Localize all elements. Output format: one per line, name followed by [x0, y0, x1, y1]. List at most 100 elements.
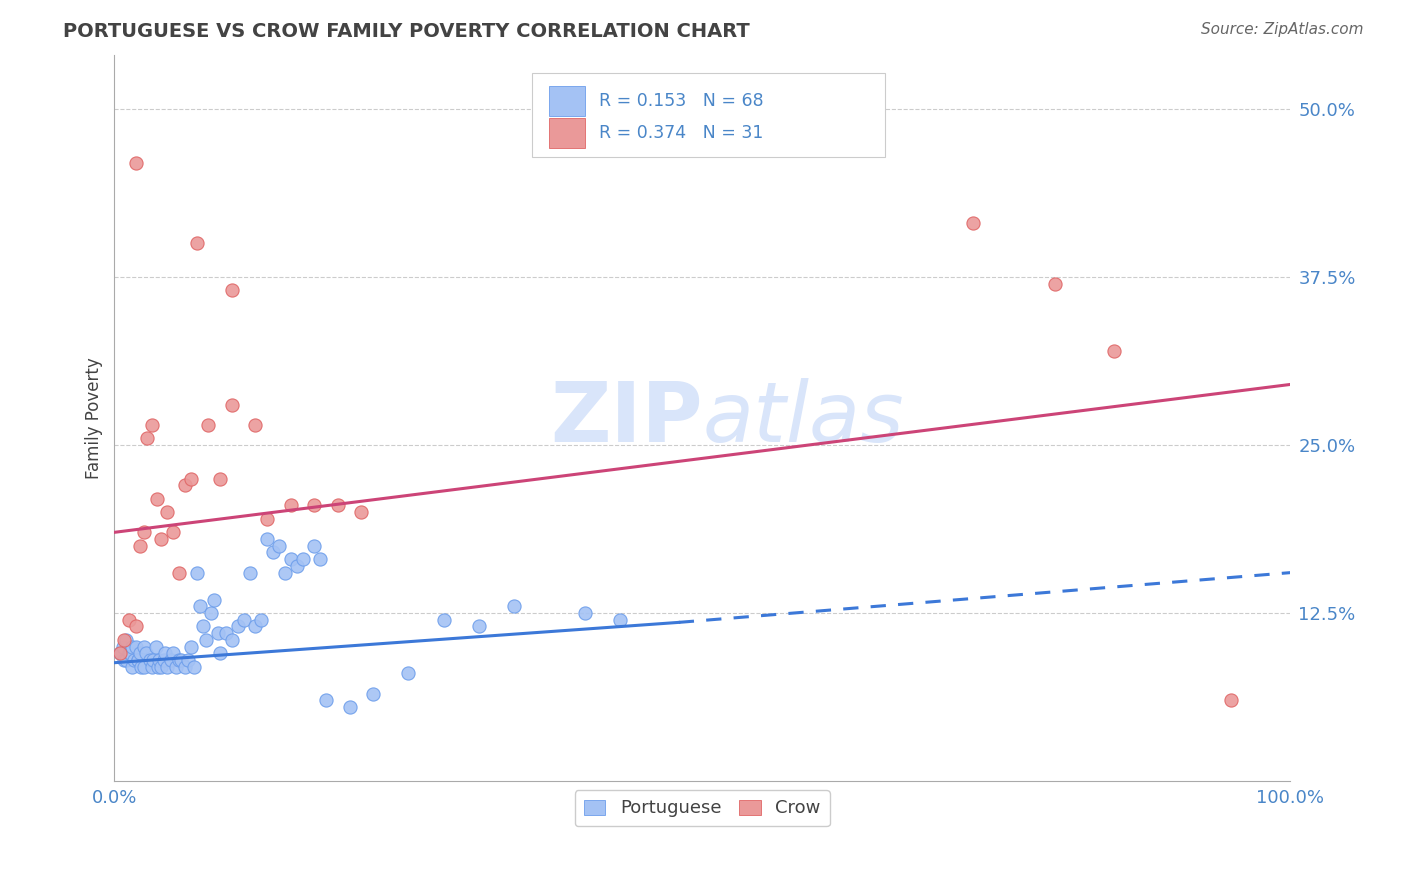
Point	[195, 632, 218, 647]
Point	[167, 653, 190, 667]
Text: atlas: atlas	[702, 377, 904, 458]
Point	[142, 653, 165, 667]
Text: PORTUGUESE VS CROW FAMILY POVERTY CORRELATION CHART: PORTUGUESE VS CROW FAMILY POVERTY CORREL…	[63, 22, 749, 41]
Point	[180, 471, 202, 485]
Point	[267, 539, 290, 553]
FancyBboxPatch shape	[531, 73, 884, 157]
Legend: Portuguese, Crow: Portuguese, Crow	[575, 790, 830, 826]
Point	[180, 640, 202, 654]
Text: Source: ZipAtlas.com: Source: ZipAtlas.com	[1201, 22, 1364, 37]
Point	[209, 646, 232, 660]
Point	[209, 471, 232, 485]
Point	[221, 284, 243, 298]
Point	[183, 659, 205, 673]
Text: R = 0.153   N = 68: R = 0.153 N = 68	[599, 92, 763, 110]
Point	[280, 499, 302, 513]
Point	[121, 640, 143, 654]
Point	[135, 646, 157, 660]
Point	[132, 659, 155, 673]
Point	[152, 653, 174, 667]
Point	[609, 613, 631, 627]
Point	[156, 505, 179, 519]
Point	[121, 659, 143, 673]
Point	[131, 659, 153, 673]
Point	[1220, 693, 1243, 707]
Point	[304, 499, 326, 513]
Point	[250, 613, 273, 627]
Point	[186, 566, 208, 580]
Point	[156, 659, 179, 673]
Point	[197, 417, 219, 432]
Point	[145, 640, 167, 654]
Point	[239, 566, 262, 580]
Point	[145, 491, 167, 506]
Point	[136, 431, 159, 445]
Point	[309, 552, 332, 566]
Point	[132, 525, 155, 540]
Point	[165, 659, 187, 673]
Point	[124, 653, 146, 667]
Point	[174, 478, 197, 492]
Point	[315, 693, 337, 707]
Point	[115, 653, 138, 667]
Point	[117, 646, 139, 660]
Point	[274, 566, 297, 580]
Point	[141, 417, 163, 432]
Point	[115, 632, 138, 647]
Point	[129, 539, 152, 553]
Point	[177, 653, 200, 667]
Point	[153, 646, 176, 660]
Point	[132, 640, 155, 654]
Point	[280, 552, 302, 566]
Point	[350, 505, 373, 519]
Point	[124, 155, 146, 169]
Point	[112, 653, 135, 667]
Point	[170, 653, 193, 667]
Point	[262, 545, 284, 559]
Point	[1043, 277, 1066, 291]
Point	[285, 558, 308, 573]
Point	[118, 646, 141, 660]
Point	[124, 619, 146, 633]
Point	[256, 532, 278, 546]
Point	[150, 532, 173, 546]
Point	[291, 552, 314, 566]
Point	[200, 606, 222, 620]
Text: ZIP: ZIP	[550, 377, 702, 458]
Point	[396, 666, 419, 681]
Y-axis label: Family Poverty: Family Poverty	[86, 357, 103, 479]
Point	[232, 613, 254, 627]
Point	[207, 626, 229, 640]
Point	[117, 613, 139, 627]
Point	[188, 599, 211, 614]
Point	[1102, 343, 1125, 358]
Point	[191, 619, 214, 633]
Point	[245, 417, 267, 432]
Point	[326, 499, 349, 513]
FancyBboxPatch shape	[550, 86, 585, 116]
Point	[339, 700, 361, 714]
Point	[433, 613, 456, 627]
Point	[111, 640, 134, 654]
Point	[256, 512, 278, 526]
Point	[162, 525, 184, 540]
Point	[110, 646, 132, 660]
Point	[226, 619, 249, 633]
Point	[150, 659, 173, 673]
Point	[129, 646, 152, 660]
Point	[160, 653, 183, 667]
Point	[141, 659, 163, 673]
Point	[503, 599, 526, 614]
Point	[167, 566, 190, 580]
Point	[962, 216, 984, 230]
Point	[148, 653, 170, 667]
Point	[174, 659, 197, 673]
Point	[221, 398, 243, 412]
Point	[245, 619, 267, 633]
FancyBboxPatch shape	[550, 118, 585, 148]
Point	[304, 539, 326, 553]
Point	[202, 592, 225, 607]
Point	[468, 619, 491, 633]
Point	[127, 653, 149, 667]
Point	[221, 632, 243, 647]
